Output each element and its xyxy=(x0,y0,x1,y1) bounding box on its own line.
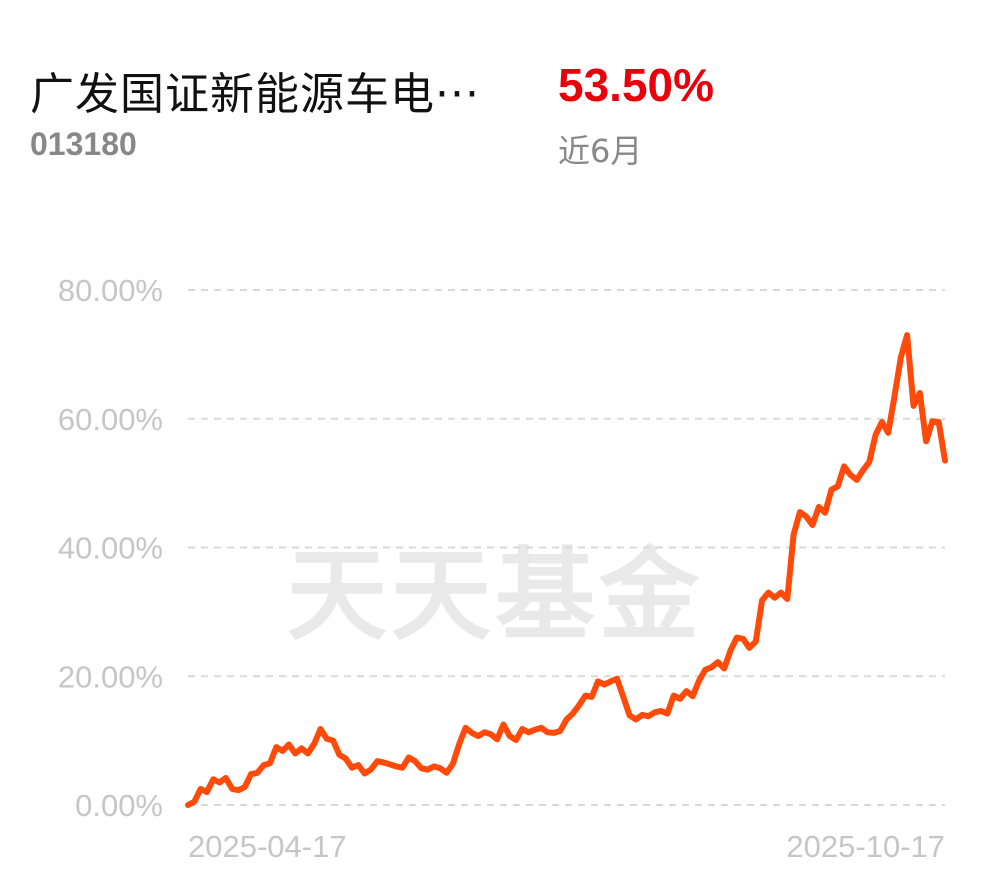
x-axis-ticks: 2025-04-17 2025-10-17 xyxy=(188,829,945,864)
y-axis-ticks: 0.00% 20.00% 40.00% 60.00% 80.00% xyxy=(58,273,163,823)
series-line xyxy=(185,332,948,808)
x-tick-label: 2025-10-17 xyxy=(786,829,945,864)
y-tick-label: 40.00% xyxy=(58,531,163,566)
x-tick-label: 2025-04-17 xyxy=(188,829,347,864)
return-period: 近6月 xyxy=(558,132,643,170)
y-tick-label: 80.00% xyxy=(58,273,163,308)
watermark: 天天基金 xyxy=(287,536,703,654)
y-tick-label: 60.00% xyxy=(58,402,163,437)
grid xyxy=(188,289,945,806)
fund-name: 广发国证新能源车电··· xyxy=(30,69,480,120)
fund-code: 013180 xyxy=(30,126,137,162)
y-tick-label: 0.00% xyxy=(75,788,163,823)
return-value: 53.50% xyxy=(558,59,715,111)
y-tick-label: 20.00% xyxy=(58,659,163,694)
